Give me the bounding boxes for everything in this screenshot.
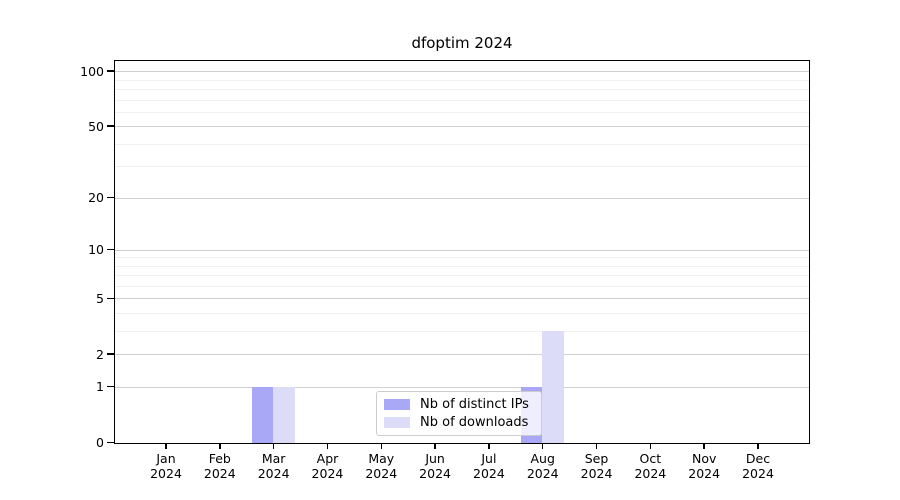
x-label-month: Jun — [425, 451, 445, 466]
x-tick-dec — [757, 444, 759, 449]
x-tick-label-dec: Dec 2024 — [728, 451, 788, 481]
y-tick-100 — [107, 70, 114, 72]
gridline-minor — [115, 330, 809, 332]
y-tick-label-1: 1 — [96, 379, 104, 395]
x-tick-label-oct: Oct 2024 — [620, 451, 680, 481]
gridline-major-100 — [115, 71, 809, 73]
y-tick-label-10: 10 — [88, 242, 104, 258]
x-label-month: Feb — [208, 451, 231, 466]
x-label-month: Mar — [261, 451, 286, 466]
legend-item-downloads: Nb of downloads — [384, 415, 541, 430]
gridline-minor — [115, 313, 809, 315]
y-tick-20 — [107, 196, 114, 199]
x-tick-mar — [272, 444, 275, 449]
bar-downloads-aug — [542, 331, 564, 443]
legend-label-distinct-ips: Nb of distinct IPs — [420, 397, 529, 412]
x-tick-aug — [541, 444, 544, 449]
x-tick-oct — [649, 444, 652, 449]
legend-item-distinct-ips: Nb of distinct IPs — [384, 397, 541, 412]
x-tick-label-feb: Feb 2024 — [190, 451, 250, 481]
y-tick-label-2: 2 — [96, 346, 104, 362]
gridline-major-10 — [115, 249, 809, 251]
gridline-major-50 — [115, 126, 809, 128]
gridline-minor — [115, 99, 809, 101]
x-tick-jan — [165, 444, 167, 449]
x-tick-jun — [434, 444, 436, 449]
x-label-year: 2024 — [526, 466, 559, 481]
gridline-major-20 — [115, 197, 809, 199]
legend-label-downloads: Nb of downloads — [420, 415, 529, 430]
y-tick-0 — [107, 441, 114, 444]
gridline-minor — [115, 275, 809, 277]
x-label-month: Jul — [481, 451, 497, 466]
x-label-month: Nov — [691, 451, 717, 466]
x-label-year: 2024 — [311, 466, 344, 481]
legend-swatch-downloads — [384, 417, 410, 428]
chart-title: dfoptim 2024 — [411, 34, 513, 52]
x-label-month: May — [368, 451, 395, 466]
y-tick-2 — [107, 353, 114, 355]
x-tick-label-may: May 2024 — [351, 451, 411, 481]
legend: Nb of distinct IPs Nb of downloads — [376, 391, 542, 436]
x-tick-label-jun: Jun 2024 — [405, 451, 465, 481]
x-label-month: Aug — [530, 451, 555, 466]
x-tick-feb — [219, 444, 221, 449]
x-tick-apr — [326, 444, 329, 449]
bar-distinct-ips-mar — [251, 387, 274, 443]
gridline-minor — [115, 166, 809, 168]
x-label-year: 2024 — [580, 466, 613, 481]
y-tick-50 — [107, 125, 114, 127]
legend-swatch-distinct-ips — [384, 399, 410, 410]
x-label-month: Oct — [639, 451, 662, 466]
x-label-year: 2024 — [634, 466, 667, 481]
gridline-major-5 — [115, 298, 809, 300]
x-label-year: 2024 — [150, 466, 182, 481]
y-tick-1 — [107, 385, 114, 388]
y-tick-label-0: 0 — [96, 435, 104, 450]
x-label-year: 2024 — [203, 466, 236, 481]
x-tick-nov — [703, 444, 705, 449]
y-tick-label-100: 100 — [80, 63, 104, 79]
x-tick-label-sep: Sep 2024 — [567, 451, 627, 481]
x-tick-label-apr: Apr 2024 — [297, 451, 357, 481]
x-tick-label-mar: Mar 2024 — [244, 451, 304, 481]
gridline-major-1 — [115, 386, 809, 388]
x-tick-label-aug: Aug 2024 — [513, 451, 573, 481]
gridline-minor — [115, 257, 809, 259]
x-label-year: 2024 — [365, 466, 398, 481]
x-tick-sep — [595, 444, 598, 449]
gridline-minor — [115, 265, 809, 267]
x-label-year: 2024 — [688, 466, 721, 481]
gridline-minor — [115, 285, 809, 287]
plot-area: Nb of distinct IPs Nb of downloads — [114, 60, 810, 444]
bar-downloads-mar — [273, 387, 295, 443]
gridline-major-2 — [115, 354, 809, 356]
x-label-month: Sep — [584, 451, 609, 466]
x-tick-label-jan: Jan 2024 — [136, 451, 196, 481]
y-tick-label-20: 20 — [88, 190, 104, 206]
x-label-year: 2024 — [257, 466, 290, 481]
y-tick-10 — [107, 248, 114, 251]
gridline-minor — [115, 79, 809, 81]
x-label-year: 2024 — [473, 466, 505, 481]
y-tick-label-50: 50 — [88, 118, 104, 134]
x-tick-label-jul: Jul 2024 — [459, 451, 519, 481]
x-tick-jul — [488, 444, 490, 449]
x-label-year: 2024 — [742, 466, 774, 481]
x-tick-may — [380, 444, 383, 449]
gridline-minor — [115, 89, 809, 90]
x-label-year: 2024 — [419, 466, 451, 481]
x-tick-label-nov: Nov 2024 — [674, 451, 734, 481]
gridline-minor — [115, 143, 809, 145]
x-label-month: Dec — [745, 451, 771, 466]
y-tick-label-5: 5 — [96, 290, 104, 306]
x-label-month: Jan — [156, 451, 176, 466]
gridline-minor — [115, 111, 809, 113]
x-label-month: Apr — [316, 451, 339, 466]
y-tick-5 — [107, 297, 114, 300]
